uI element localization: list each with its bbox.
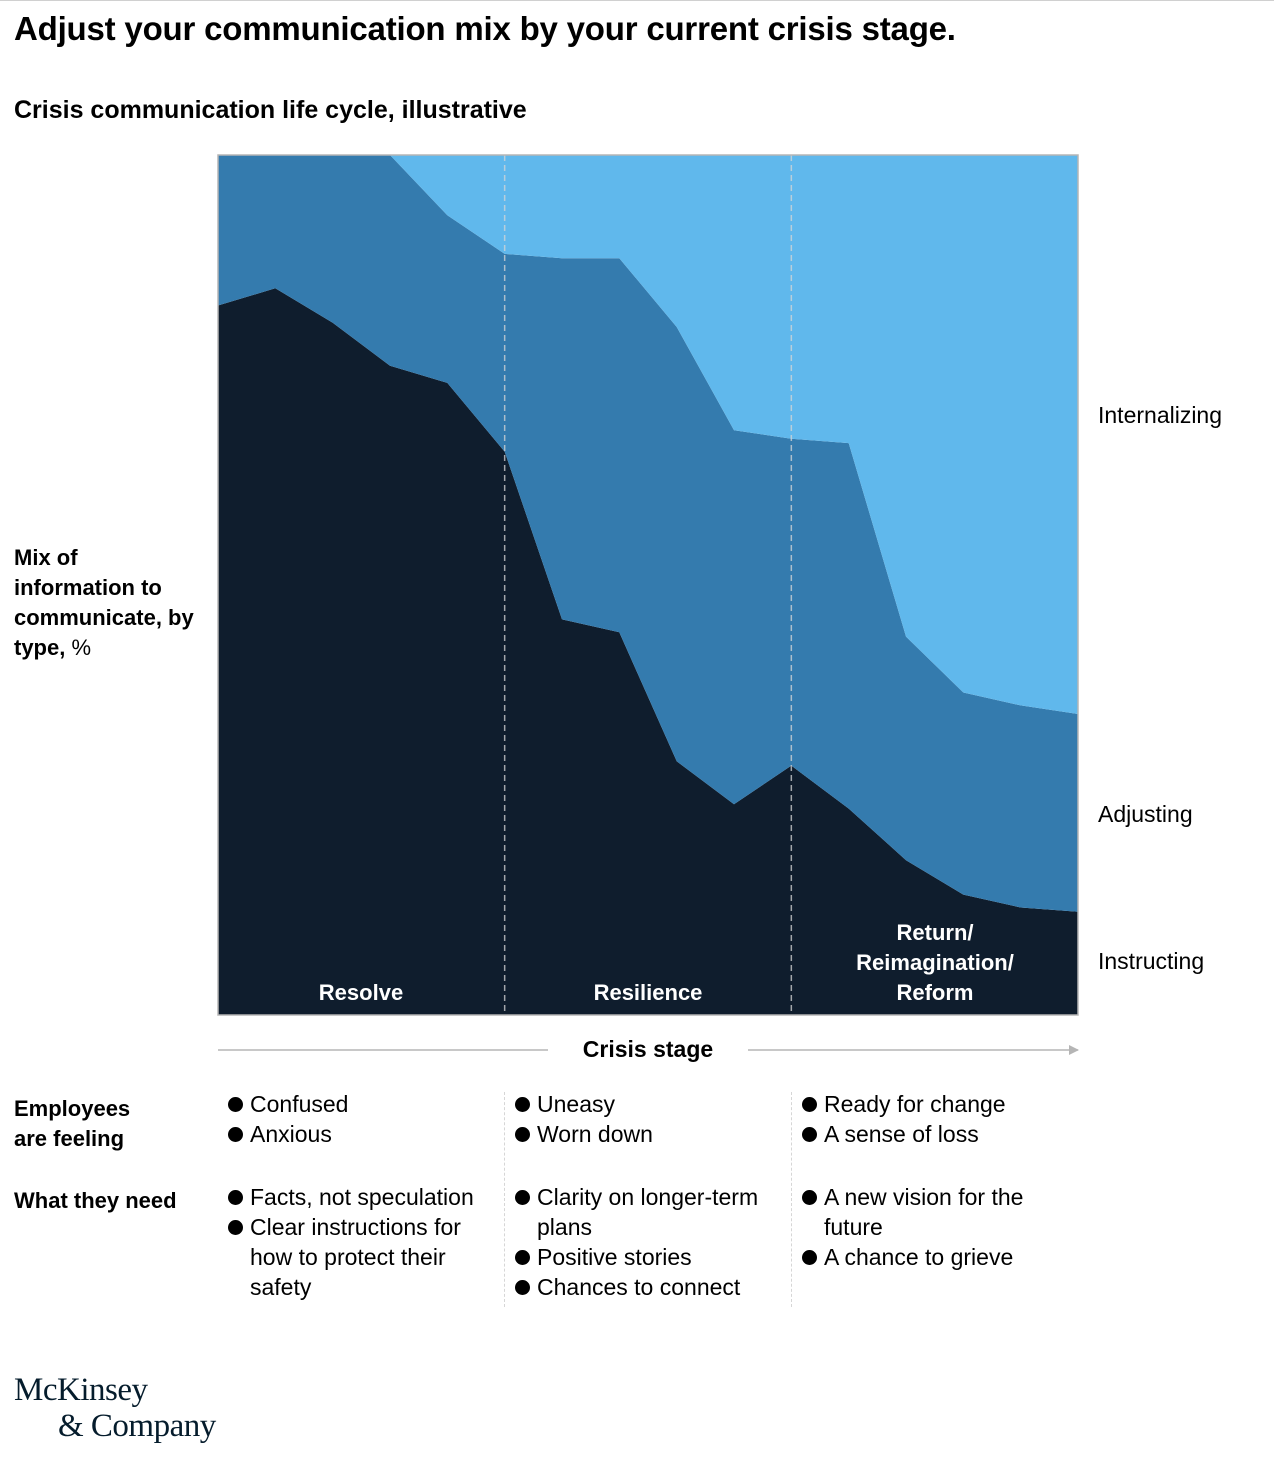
need-item: Clear instructions for how to protect th… (228, 1212, 500, 1302)
area-adjusting (218, 155, 1078, 912)
feelings-label-line1: Employees (14, 1096, 131, 1121)
feeling-item: Ready for change (802, 1089, 1074, 1119)
series-label-internalizing: Internalizing (1098, 402, 1223, 428)
series-label-adjusting: Adjusting (1098, 801, 1193, 827)
stage-label-reform-line3: Reform (896, 980, 973, 1005)
area-internalizing (218, 155, 1078, 714)
feelings-list-resolve: Confused Anxious (228, 1089, 500, 1149)
top-rule (0, 0, 1274, 1)
plot-frame (217, 154, 1079, 1016)
feelings-list-reform: Ready for change A sense of loss (802, 1089, 1074, 1149)
y-axis-unit: % (71, 635, 92, 660)
stage-label-resilience: Resilience (594, 980, 703, 1005)
page-title: Adjust your communication mix by your cu… (14, 10, 956, 47)
need-item: Positive stories (515, 1242, 763, 1272)
logo-line2: & Company (58, 1408, 216, 1444)
needs-row-label: What they need (14, 1188, 177, 1213)
feelings-label-line2: are feeling (14, 1126, 125, 1151)
mckinsey-logo: McKinsey & Company (14, 1372, 216, 1444)
need-item: Chances to connect (515, 1272, 763, 1302)
stage-label-reform-line2: Reimagination/ (856, 950, 1014, 975)
need-item: Facts, not speculation (228, 1182, 500, 1212)
series-label-instructing: Instructing (1098, 948, 1205, 974)
logo-line1: McKinsey (14, 1372, 148, 1408)
column-divider-1 (504, 1092, 505, 1307)
y-axis-label: Mix of information to communicate, by ty… (14, 543, 204, 663)
y-axis-label-text: Mix of information to communicate, by ty… (14, 545, 194, 660)
need-item: A chance to grieve (802, 1242, 1050, 1272)
plot-area (217, 154, 1079, 1016)
feeling-item: Confused (228, 1089, 500, 1119)
x-axis-label: Crisis stage (548, 1036, 748, 1063)
feeling-item: Worn down (515, 1119, 787, 1149)
feeling-item: Anxious (228, 1119, 500, 1149)
feeling-item: A sense of loss (802, 1119, 1074, 1149)
needs-list-resolve: Facts, not speculation Clear instruction… (228, 1182, 500, 1302)
needs-list-resilience: Clarity on longer-term plans Positive st… (515, 1182, 763, 1302)
area-instructing (218, 288, 1078, 1015)
stage-labels: Resolve Resilience Return/ Reimagination… (319, 920, 1014, 1005)
need-item: Clarity on longer-term plans (515, 1182, 763, 1242)
chart-subtitle: Crisis communication life cycle, illustr… (14, 96, 527, 124)
crisis-chart: Resolve Resilience Return/ Reimagination… (217, 154, 1079, 1055)
stage-label-reform-line1: Return/ (897, 920, 974, 945)
needs-list-reform: A new vision for the future A chance to … (802, 1182, 1050, 1272)
column-divider-2 (791, 1092, 792, 1307)
feelings-list-resilience: Uneasy Worn down (515, 1089, 787, 1149)
stage-label-resolve: Resolve (319, 980, 403, 1005)
feeling-item: Uneasy (515, 1089, 787, 1119)
need-item: A new vision for the future (802, 1182, 1050, 1242)
feelings-row-label: Employees are feeling (14, 1094, 130, 1154)
